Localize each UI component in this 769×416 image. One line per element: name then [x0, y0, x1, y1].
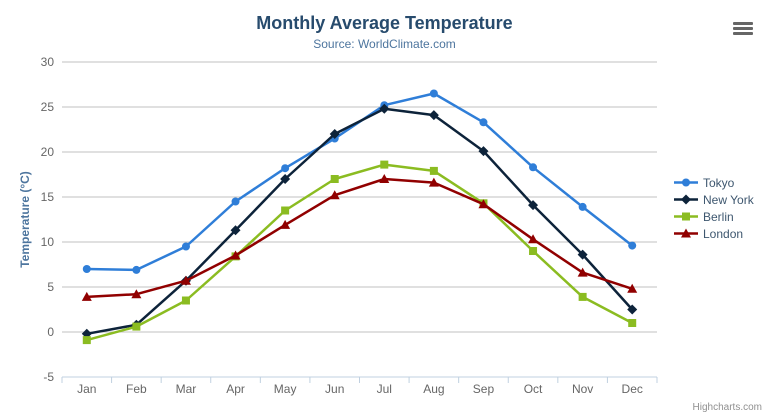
- point-berlin-jul[interactable]: [380, 160, 389, 169]
- series-london[interactable]: [81, 174, 638, 301]
- export-menu-button[interactable]: [731, 20, 755, 38]
- x-axis-label-mar: Mar: [176, 382, 197, 396]
- triangle-marker-icon: [674, 228, 698, 238]
- point-tokyo-feb[interactable]: [132, 265, 141, 274]
- point-tokyo-nov[interactable]: [578, 202, 587, 211]
- x-axis-label-apr: Apr: [226, 382, 245, 396]
- point-berlin-dec[interactable]: [628, 319, 637, 327]
- x-axis-label-nov: Nov: [572, 382, 593, 396]
- point-london-apr[interactable]: [230, 250, 241, 260]
- point-berlin-aug[interactable]: [429, 166, 438, 175]
- point-london-may[interactable]: [280, 219, 291, 229]
- y-axis-label-15: 15: [41, 190, 55, 204]
- point-london-feb[interactable]: [131, 289, 142, 299]
- point-tokyo-mar[interactable]: [181, 242, 190, 251]
- legend-label: London: [703, 226, 744, 241]
- point-tokyo-aug[interactable]: [429, 89, 438, 98]
- credits-label[interactable]: Highcharts.com: [692, 402, 762, 413]
- series-tokyo[interactable]: [82, 89, 637, 274]
- series-line-london[interactable]: [85, 177, 634, 299]
- point-london-sep[interactable]: [478, 199, 489, 209]
- point-london-dec[interactable]: [627, 283, 638, 293]
- y-axis-label-0: 0: [47, 325, 54, 339]
- point-new-york-sep[interactable]: [478, 146, 489, 157]
- y-axis-label-20: 20: [41, 145, 55, 159]
- series-line-berlin[interactable]: [85, 163, 634, 342]
- legend-marker: [681, 194, 691, 205]
- point-tokyo-dec[interactable]: [628, 241, 637, 250]
- legend-label: Tokyo: [703, 175, 735, 190]
- x-axis-label-aug: Aug: [423, 382, 444, 396]
- x-axis-label-dec: Dec: [622, 382, 643, 396]
- x-axis-label-may: May: [274, 382, 297, 396]
- point-berlin-nov[interactable]: [578, 292, 587, 301]
- legend-label: New York: [703, 192, 754, 207]
- point-new-york-may[interactable]: [280, 174, 291, 184]
- point-new-york-jun[interactable]: [329, 129, 340, 139]
- legend-item-berlin[interactable]: Berlin: [674, 208, 754, 225]
- x-axis-label-sep: Sep: [473, 382, 495, 396]
- hamburger-menu-icon: [733, 22, 753, 35]
- y-axis-title: Temperature (°C): [18, 171, 32, 268]
- point-new-york-oct[interactable]: [528, 200, 539, 211]
- x-axis-label-feb: Feb: [126, 382, 147, 396]
- point-tokyo-may[interactable]: [281, 164, 290, 173]
- legend-label: Berlin: [703, 209, 734, 224]
- y-axis-label-25: 25: [41, 100, 55, 114]
- point-berlin-feb[interactable]: [132, 322, 141, 331]
- series-line-tokyo[interactable]: [85, 92, 634, 272]
- point-tokyo-apr[interactable]: [231, 197, 240, 206]
- chart-subtitle: Source: WorldClimate.com: [313, 37, 456, 51]
- point-tokyo-jan[interactable]: [82, 265, 91, 273]
- point-new-york-apr[interactable]: [230, 225, 241, 236]
- point-berlin-jan[interactable]: [82, 336, 91, 345]
- series-line-new-york[interactable]: [85, 107, 634, 336]
- legend-marker: [681, 228, 691, 238]
- x-axis-label-jan: Jan: [77, 382, 96, 396]
- point-new-york-nov[interactable]: [577, 249, 588, 260]
- point-london-jun[interactable]: [329, 190, 340, 200]
- point-london-oct[interactable]: [528, 234, 539, 244]
- y-axis-label-30: 30: [41, 55, 55, 69]
- chart-title: Monthly Average Temperature: [256, 13, 513, 33]
- circle-marker-icon: [674, 178, 698, 187]
- point-new-york-aug[interactable]: [428, 110, 439, 121]
- y-axis-label-10: 10: [41, 235, 55, 249]
- point-london-jan[interactable]: [81, 291, 92, 301]
- point-berlin-mar[interactable]: [181, 296, 190, 305]
- series-new-york[interactable]: [81, 103, 638, 339]
- point-berlin-may[interactable]: [281, 206, 290, 215]
- legend-item-tokyo[interactable]: Tokyo: [674, 174, 754, 191]
- legend-marker: [682, 212, 690, 221]
- point-london-mar[interactable]: [180, 275, 191, 285]
- point-tokyo-oct[interactable]: [529, 163, 538, 172]
- y-axis-label-5: 5: [47, 280, 54, 294]
- point-london-nov[interactable]: [577, 267, 588, 277]
- point-tokyo-sep[interactable]: [479, 118, 488, 127]
- x-axis-label-oct: Oct: [524, 382, 543, 396]
- square-marker-icon: [674, 212, 698, 221]
- legend-marker: [682, 178, 690, 187]
- diamond-marker-icon: [674, 194, 698, 205]
- point-london-jul[interactable]: [379, 174, 390, 183]
- y-axis-label--5: -5: [43, 370, 54, 384]
- point-berlin-oct[interactable]: [529, 247, 538, 255]
- legend: Tokyo New York Berlin London: [674, 174, 754, 242]
- point-new-york-jul[interactable]: [379, 103, 390, 114]
- legend-item-london[interactable]: London: [674, 225, 754, 242]
- point-london-aug[interactable]: [428, 177, 439, 187]
- point-berlin-jun[interactable]: [330, 175, 339, 183]
- x-axis-label-jun: Jun: [325, 382, 344, 396]
- x-axis-label-jul: Jul: [377, 382, 392, 396]
- point-new-york-dec[interactable]: [627, 304, 638, 315]
- legend-item-new-york[interactable]: New York: [674, 191, 754, 208]
